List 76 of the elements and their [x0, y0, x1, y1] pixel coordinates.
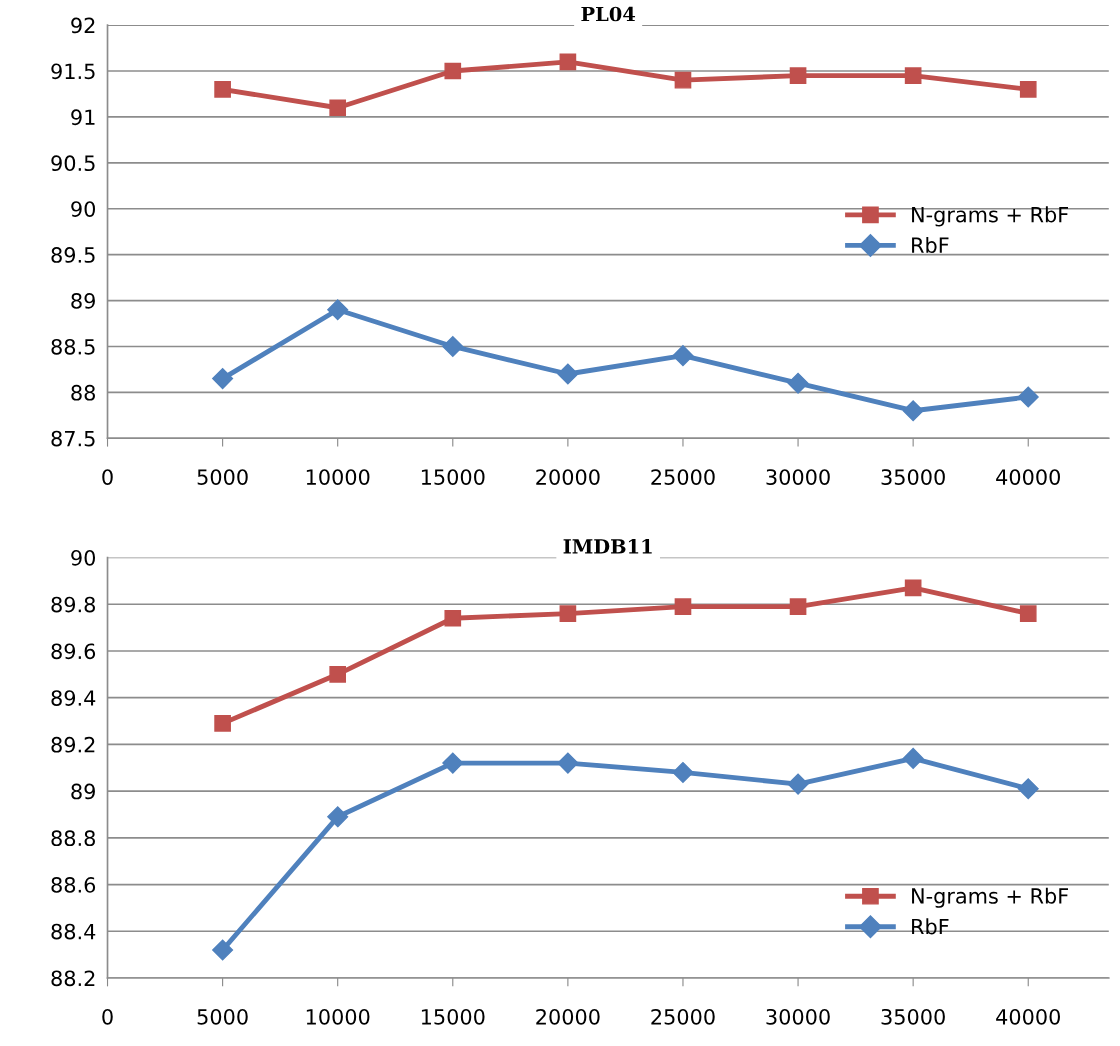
chart-title: IMDB11 [563, 539, 652, 554]
x-tick-label: 20000 [536, 1008, 600, 1025]
point [672, 345, 694, 367]
point [214, 715, 231, 732]
legend-label: N-grams + RbF [912, 206, 1069, 227]
point [442, 335, 464, 357]
x-tick-label: 20000 [536, 469, 600, 485]
point [902, 747, 924, 769]
y-tick-label: 88.2 [51, 970, 95, 987]
point [674, 598, 692, 615]
point [559, 53, 577, 71]
point [329, 665, 347, 683]
point [674, 71, 692, 89]
x-tick-label: 5000 [197, 469, 248, 485]
point [212, 368, 234, 390]
point [557, 752, 579, 774]
x-tick-label: 10000 [306, 469, 370, 485]
x-tick-label: 25000 [651, 1008, 715, 1025]
point [1019, 605, 1037, 622]
y-tick-label: 89 [71, 293, 95, 309]
y-tick-label: 88.6 [51, 877, 96, 893]
y-tick-label: 87.5 [51, 430, 95, 447]
x-tick-label: 35000 [881, 469, 945, 485]
y-tick-label: 88 [71, 384, 95, 401]
point [212, 939, 234, 961]
x-tick-label: 15000 [421, 469, 485, 485]
point [789, 598, 807, 615]
point [789, 67, 807, 84]
x-tick-label: 40000 [996, 469, 1060, 485]
chart-title: PL04 [581, 6, 636, 22]
point [444, 609, 462, 627]
x-tick-label: 35000 [881, 1008, 945, 1025]
point [559, 605, 577, 622]
x-tick-label: 0 [102, 1008, 113, 1025]
x-tick-label: 5000 [197, 1008, 248, 1025]
point [904, 579, 922, 597]
point [327, 806, 349, 828]
x-tick-label: 25000 [651, 469, 715, 485]
legend-label: RbF [912, 918, 949, 935]
point [442, 752, 464, 774]
point [902, 400, 924, 422]
y-tick-label: 89.4 [51, 690, 96, 706]
x-tick-label: 30000 [766, 1008, 830, 1025]
x-tick-label: 10000 [306, 1008, 370, 1025]
point [557, 363, 579, 385]
point [1017, 778, 1039, 800]
legend-label: RbF [912, 236, 949, 254]
point [327, 299, 349, 321]
point [329, 99, 347, 117]
point [1017, 386, 1039, 408]
y-tick-label: 89.5 [51, 247, 95, 263]
y-tick-label: 88.5 [51, 338, 95, 355]
y-tick-label: 89.6 [51, 643, 96, 660]
x-tick-label: 15000 [421, 1008, 485, 1025]
y-tick-label: 90 [71, 549, 96, 566]
y-tick-label: 89.2 [51, 736, 95, 753]
y-tick-label: 90 [71, 201, 96, 217]
y-tick-label: 89 [71, 783, 95, 800]
point [444, 62, 462, 80]
y-tick-label: 91.5 [51, 63, 95, 80]
legend-label: N-grams + RbF [912, 887, 1069, 908]
x-tick-label: 30000 [766, 469, 830, 485]
point [1019, 81, 1037, 98]
point [787, 372, 809, 394]
y-tick-label: 90.5 [51, 155, 95, 172]
point [904, 67, 922, 84]
point [672, 761, 694, 783]
y-tick-label: 92 [71, 17, 95, 34]
point [214, 81, 231, 98]
y-tick-label: 88.8 [51, 830, 95, 847]
y-tick-label: 91 [71, 109, 95, 126]
x-tick-label: 0 [102, 469, 113, 485]
point [787, 773, 809, 795]
x-tick-label: 40000 [996, 1008, 1060, 1025]
y-tick-label: 89.8 [51, 596, 95, 613]
y-tick-label: 88.4 [51, 923, 96, 940]
